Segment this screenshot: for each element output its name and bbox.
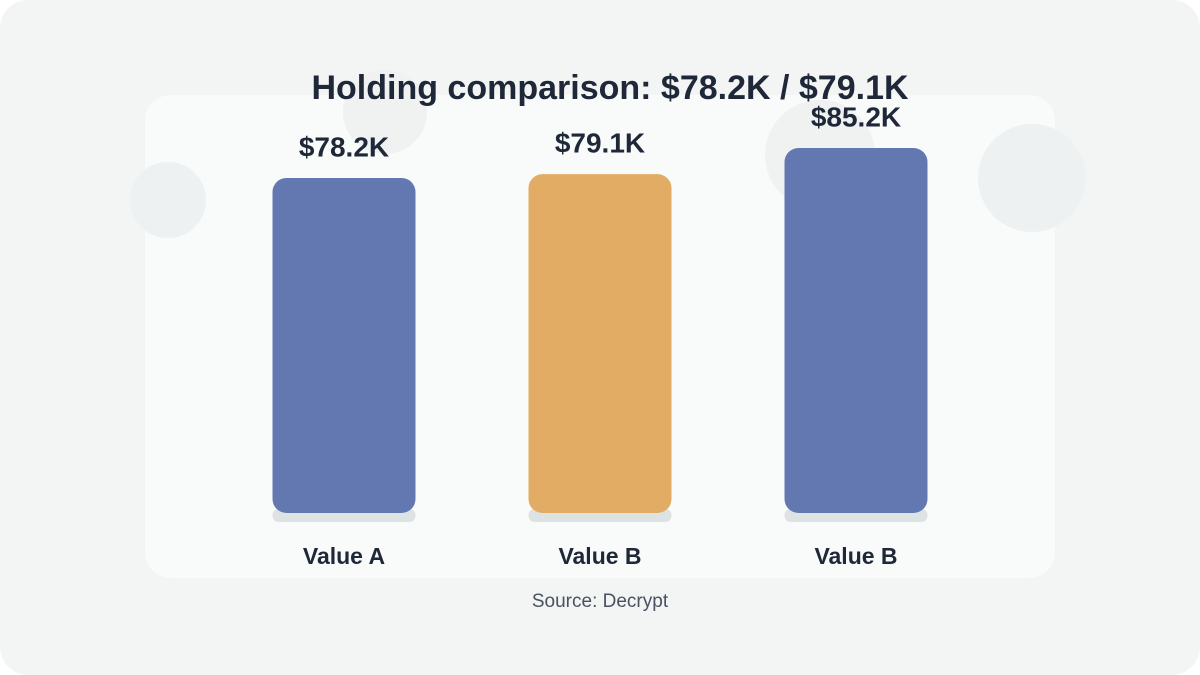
decor-circle	[343, 70, 427, 154]
decor-circle	[130, 162, 206, 238]
bar	[784, 148, 928, 513]
value-label: $85.2K	[811, 101, 901, 132]
x-tick-label: Value B	[814, 543, 897, 569]
bar	[272, 177, 416, 513]
bar	[528, 174, 672, 513]
chart-title: Holding comparison: $78.2K / $79.1K	[311, 69, 909, 107]
x-tick-label: Value B	[558, 543, 641, 569]
decor-circle	[978, 124, 1086, 232]
source-note: Source: Decrypt	[532, 591, 669, 612]
value-label: $79.1K	[555, 128, 645, 159]
value-label: $78.2K	[299, 131, 389, 162]
x-tick-label: Value A	[303, 543, 385, 569]
